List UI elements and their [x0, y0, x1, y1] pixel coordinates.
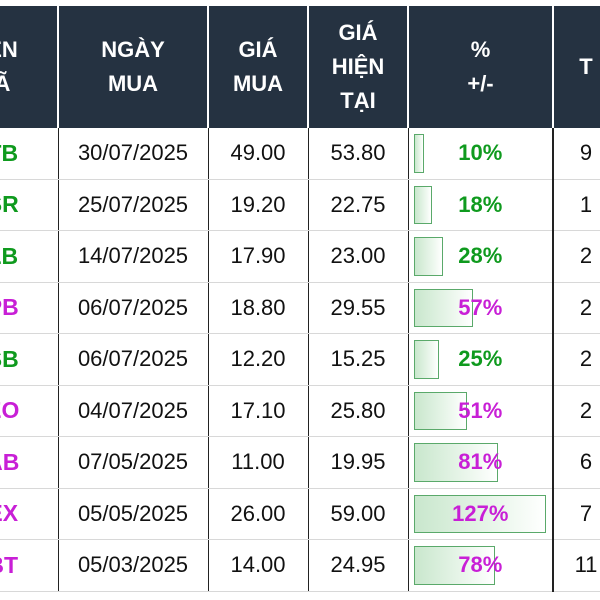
header-row: ÊN Ã NGÀY MUA GIÁ MUA GIÁ HIỆN TẠI % +/-…: [0, 6, 600, 128]
ticker-cell[interactable]: AB: [0, 436, 59, 489]
last-column-cell[interactable]: 2: [553, 333, 600, 386]
table-header: ÊN Ã NGÀY MUA GIÁ MUA GIÁ HIỆN TẠI % +/-…: [0, 6, 600, 128]
pct-change-value: 28%: [458, 243, 503, 269]
header-last[interactable]: T: [553, 6, 600, 128]
pct-change-value: 127%: [452, 500, 509, 526]
header-pct-change[interactable]: % +/-: [408, 6, 554, 128]
ticker-cell[interactable]: LB: [0, 230, 59, 283]
header-ticker[interactable]: ÊN Ã: [0, 6, 59, 128]
pct-data-bar: [413, 288, 473, 327]
ticker-cell[interactable]: EX: [0, 488, 59, 540]
last-column-cell[interactable]: 7: [553, 488, 600, 540]
header-buy-date[interactable]: NGÀY MUA: [58, 6, 209, 128]
buy-date-cell[interactable]: 30/07/2025: [58, 128, 209, 180]
pct-change-cell[interactable]: 81%: [407, 436, 554, 489]
last-column-cell[interactable]: 2: [553, 282, 600, 334]
current-price-cell[interactable]: 59.00: [308, 488, 409, 540]
last-column-cell[interactable]: 9: [553, 128, 600, 180]
current-price-cell[interactable]: 15.25: [308, 333, 409, 386]
current-price-cell[interactable]: 19.95: [308, 436, 409, 489]
ticker-cell[interactable]: TB: [0, 128, 59, 180]
header-current-price[interactable]: GIÁ HIỆN TẠI: [308, 6, 409, 128]
pct-change-cell[interactable]: 10%: [407, 128, 554, 180]
ticker-cell[interactable]: SB: [0, 333, 59, 386]
ticker-cell[interactable]: EO: [0, 385, 59, 437]
current-price-cell[interactable]: 53.80: [308, 128, 409, 180]
ticker-cell[interactable]: BT: [0, 539, 59, 592]
buy-date-cell[interactable]: 06/07/2025: [58, 282, 209, 334]
last-column-cell[interactable]: 2: [553, 385, 600, 437]
portfolio-table: ÊN Ã NGÀY MUA GIÁ MUA GIÁ HIỆN TẠI % +/-…: [0, 6, 600, 592]
buy-date-cell[interactable]: 07/05/2025: [58, 436, 209, 489]
buy-price-cell[interactable]: 26.00: [208, 488, 309, 540]
buy-price-cell[interactable]: 17.10: [208, 385, 309, 437]
current-price-cell[interactable]: 24.95: [308, 539, 409, 592]
buy-date-cell[interactable]: 06/07/2025: [58, 333, 209, 386]
pct-data-bar: [413, 494, 546, 533]
pct-change-cell[interactable]: 78%: [407, 539, 554, 592]
buy-date-cell[interactable]: 25/07/2025: [58, 179, 209, 231]
pct-change-value: 81%: [458, 449, 503, 475]
buy-price-cell[interactable]: 18.80: [208, 282, 309, 334]
last-column-cell[interactable]: 2: [553, 230, 600, 283]
pct-data-bar: [413, 391, 467, 430]
buy-price-cell[interactable]: 14.00: [208, 539, 309, 592]
ticker-cell[interactable]: PB: [0, 282, 59, 334]
pct-change-cell[interactable]: 127%: [407, 488, 554, 540]
pct-change-value: 78%: [458, 552, 503, 578]
pct-data-bar: [413, 185, 433, 224]
current-price-cell[interactable]: 22.75: [308, 179, 409, 231]
current-price-cell[interactable]: 29.55: [308, 282, 409, 334]
pct-data-bar: [413, 237, 443, 276]
buy-date-cell[interactable]: 14/07/2025: [58, 230, 209, 283]
pct-change-cell[interactable]: 25%: [407, 333, 554, 386]
pct-change-value: 10%: [458, 140, 503, 166]
pct-change-cell[interactable]: 28%: [407, 230, 554, 283]
header-buy-price[interactable]: GIÁ MUA: [208, 6, 309, 128]
pct-change-cell[interactable]: 57%: [407, 282, 554, 334]
buy-price-cell[interactable]: 17.90: [208, 230, 309, 283]
buy-price-cell[interactable]: 49.00: [208, 128, 309, 180]
buy-date-cell[interactable]: 04/07/2025: [58, 385, 209, 437]
pct-change-value: 51%: [458, 397, 503, 423]
buy-price-cell[interactable]: 11.00: [208, 436, 309, 489]
current-price-cell[interactable]: 23.00: [308, 230, 409, 283]
buy-price-cell[interactable]: 19.20: [208, 179, 309, 231]
last-column-cell[interactable]: 6: [553, 436, 600, 489]
pct-data-bar: [413, 443, 498, 482]
buy-date-cell[interactable]: 05/05/2025: [58, 488, 209, 540]
current-price-cell[interactable]: 25.80: [308, 385, 409, 437]
table-body: TB30/07/202549.0053.8010%9SR25/07/202519…: [0, 128, 600, 592]
last-column-cell[interactable]: 11: [553, 539, 600, 592]
buy-price-cell[interactable]: 12.20: [208, 333, 309, 386]
pct-data-bar: [413, 134, 424, 173]
pct-data-bar: [413, 340, 440, 379]
pct-change-cell[interactable]: 18%: [407, 179, 554, 231]
buy-date-cell[interactable]: 05/03/2025: [58, 539, 209, 592]
pct-change-value: 18%: [458, 191, 503, 217]
pct-change-value: 25%: [458, 346, 503, 372]
pct-data-bar: [413, 546, 495, 585]
last-column-cell[interactable]: 1: [553, 179, 600, 231]
pct-change-value: 57%: [458, 294, 503, 320]
pct-change-cell[interactable]: 51%: [407, 385, 554, 437]
ticker-cell[interactable]: SR: [0, 179, 59, 231]
